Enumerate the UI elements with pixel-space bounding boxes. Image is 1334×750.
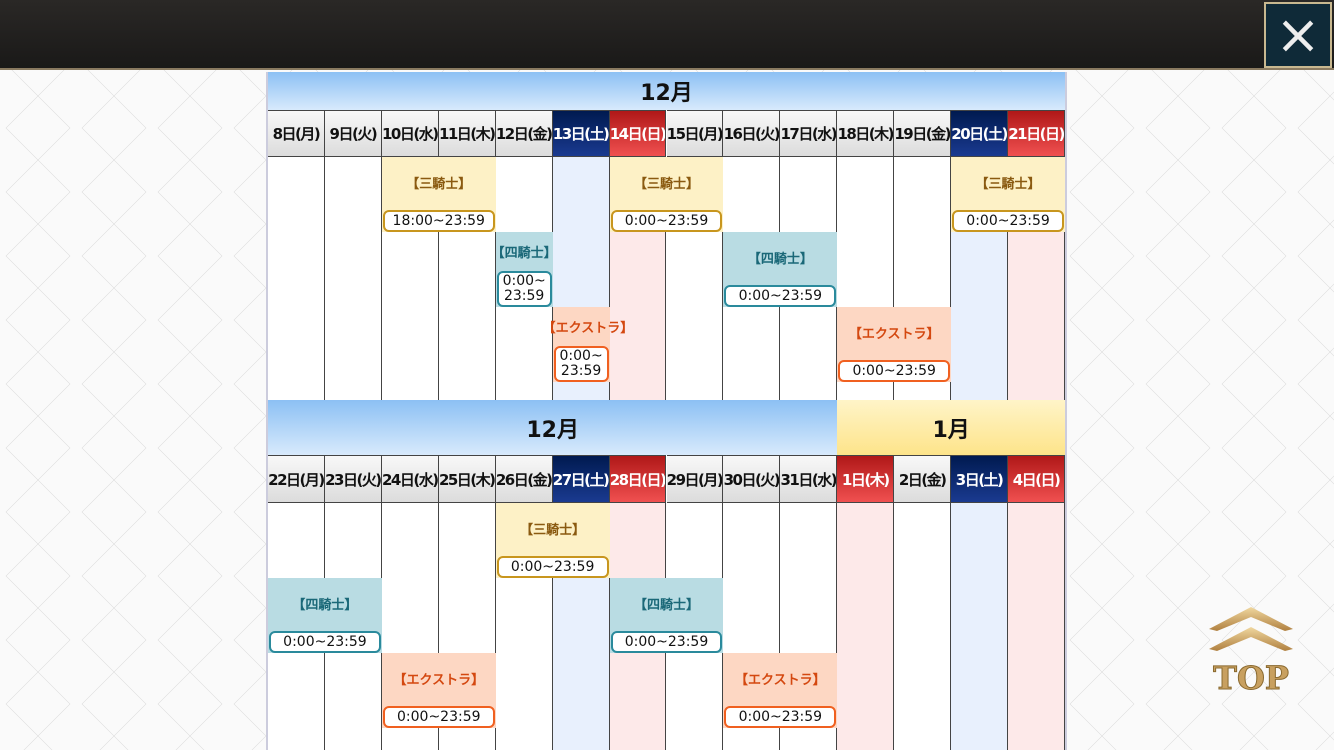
event-label: 【エクストラ】 <box>848 327 940 342</box>
day-header: 15日(月) <box>666 110 724 157</box>
event-ext[interactable]: 【エクストラ】 0:00~23:59 <box>837 307 952 382</box>
event-yon[interactable]: 【四騎士】 0:00~23:59 <box>268 578 382 653</box>
event-label: 【三騎士】 <box>633 177 699 192</box>
event-label: 【四騎士】 <box>747 252 813 267</box>
day-header: 27日(土) <box>552 455 610 503</box>
event-time: 0:00~23:59 <box>610 631 723 653</box>
event-label: 【四騎士】 <box>292 598 358 613</box>
day-column <box>439 157 496 400</box>
event-time: 0:00~23:59 <box>269 631 381 653</box>
month-header: 12月 <box>268 72 1065 110</box>
top-label: TOP <box>1213 659 1290 698</box>
day-header: 24日(水) <box>381 455 439 503</box>
day-header: 14日(日) <box>609 110 667 157</box>
day-column <box>1008 503 1065 750</box>
day-column <box>894 503 952 750</box>
day-header: 31日(水) <box>780 455 838 503</box>
day-column <box>496 503 553 750</box>
close-icon: × <box>1275 3 1321 66</box>
event-time: 0:00~23:59 <box>382 706 495 728</box>
event-ext[interactable]: 【エクストラ】 0:00~23:59 <box>381 653 496 728</box>
month-header: 12月 <box>268 400 838 455</box>
scroll-top-button[interactable]: TOP <box>1205 605 1297 698</box>
event-ext[interactable]: 【エクストラ】 0:00~23:59 <box>723 653 838 728</box>
event-yon[interactable]: 【四騎士】 0:00~23:59 <box>609 578 724 653</box>
event-time: 0:00~23:59 <box>496 556 609 578</box>
event-label: 【四騎士】 <box>633 598 699 613</box>
day-column <box>382 503 439 750</box>
day-header: 22日(月) <box>268 455 325 503</box>
day-header: 12日(金) <box>495 110 553 157</box>
day-column <box>382 157 439 400</box>
event-label: 【エクストラ】 <box>735 673 826 688</box>
calendar-week: 12月 1月 22日(月) 23日(火) 24日(水) 25日(木) 26日(金) 27日(土… <box>268 400 1065 750</box>
event-time: 0:00~23:59 <box>724 706 837 728</box>
day-header: 2日(金) <box>894 455 952 503</box>
event-label: 【エクストラ】 <box>393 673 485 688</box>
day-column <box>667 157 724 400</box>
event-time: 0:00~23:59 <box>724 285 837 307</box>
event-calendar: 12月 8日(月) 9日(火) 10日(水) 11日(木) 12日(金) 13日(土) 14日… <box>266 72 1067 750</box>
day-header: 30日(火) <box>723 455 781 503</box>
day-header: 1日(木) <box>837 455 895 503</box>
day-column <box>837 157 895 400</box>
event-san[interactable]: 【三騎士】 0:00~23:59 <box>495 503 610 578</box>
day-header: 21日(日) <box>1008 110 1065 157</box>
day-header: 17日(水) <box>780 110 838 157</box>
top-bar <box>0 0 1334 70</box>
day-header: 10日(水) <box>381 110 439 157</box>
day-header: 16日(火) <box>723 110 781 157</box>
event-san[interactable]: 【三騎士】 0:00~23:59 <box>951 157 1065 232</box>
day-header: 26日(金) <box>495 455 553 503</box>
close-button[interactable]: × <box>1264 2 1332 68</box>
day-header: 19日(金) <box>894 110 952 157</box>
event-time: 0:00~23:59 <box>610 210 723 232</box>
day-header: 9日(火) <box>324 110 382 157</box>
event-time: 0:00~ 23:59 <box>553 346 609 382</box>
event-label: 【三騎士】 <box>520 523 586 538</box>
event-time: 18:00~23:59 <box>382 210 495 232</box>
day-header: 28日(日) <box>609 455 667 503</box>
day-column <box>325 157 382 400</box>
event-label: 【三騎士】 <box>975 177 1041 192</box>
event-yon[interactable]: 【四騎士】 0:00~ 23:59 <box>492 232 557 307</box>
event-yon[interactable]: 【四騎士】 0:00~23:59 <box>723 232 838 307</box>
day-column <box>951 503 1009 750</box>
event-label: 【エクストラ】 <box>542 321 634 336</box>
day-header: 3日(土) <box>951 455 1009 503</box>
event-ext[interactable]: 【エクストラ】 0:00~ 23:59 <box>543 307 633 382</box>
double-chevron-up-icon <box>1209 607 1293 651</box>
calendar-week: 12月 8日(月) 9日(火) 10日(水) 11日(木) 12日(金) 13日(土) 14日… <box>268 72 1065 400</box>
day-column <box>780 503 838 750</box>
event-san[interactable]: 【三騎士】 0:00~23:59 <box>609 157 724 232</box>
day-header: 8日(月) <box>268 110 325 157</box>
event-time: 0:00~23:59 <box>838 360 951 382</box>
day-column <box>894 157 952 400</box>
event-time: 0:00~ 23:59 <box>496 271 552 307</box>
day-column <box>837 503 895 750</box>
event-san[interactable]: 【三騎士】 18:00~23:59 <box>381 157 496 232</box>
day-header: 25日(木) <box>438 455 496 503</box>
day-column <box>439 503 496 750</box>
day-header: 20日(土) <box>951 110 1009 157</box>
event-time: 0:00~23:59 <box>952 210 1064 232</box>
event-label: 【四騎士】 <box>491 246 557 261</box>
event-label: 【三騎士】 <box>406 177 472 192</box>
day-header: 4日(日) <box>1008 455 1065 503</box>
day-column <box>268 157 325 400</box>
day-header: 13日(土) <box>552 110 610 157</box>
day-header: 11日(木) <box>438 110 496 157</box>
day-header: 29日(月) <box>666 455 724 503</box>
month-header: 1月 <box>837 400 1065 455</box>
day-column <box>723 503 781 750</box>
day-header: 18日(木) <box>837 110 895 157</box>
day-header: 23日(火) <box>324 455 382 503</box>
